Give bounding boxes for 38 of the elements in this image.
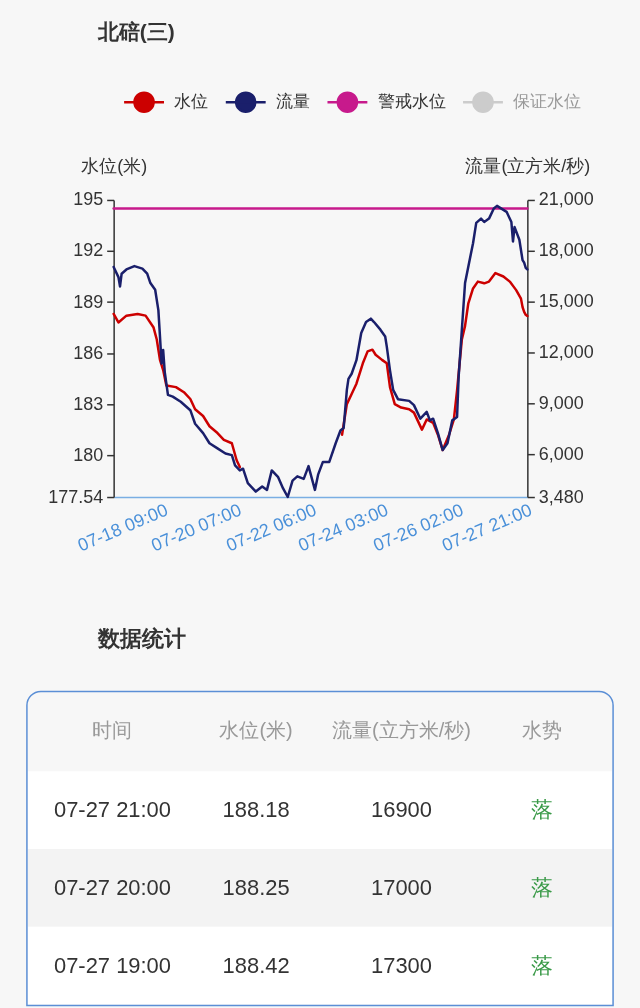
text: 07-27 20:00 xyxy=(53,874,172,900)
category-label: 流量(立方米/秒) xyxy=(332,719,471,742)
y2-tick-label: 6,000 xyxy=(538,443,584,464)
chart-title: 北碚(三) xyxy=(96,20,175,44)
legend-label: 警戒水位 xyxy=(377,92,446,112)
y2-tick-label: 15,000 xyxy=(538,291,594,312)
y2-tick-label: 9,000 xyxy=(538,392,584,413)
category-label: 水位(米) xyxy=(219,719,293,742)
y2-axis-title: 流量(立方米/秒) xyxy=(465,155,591,176)
legend-label: 保证水位 xyxy=(513,92,582,112)
y-tick-label: 186 xyxy=(73,342,104,363)
text: 188.18 xyxy=(222,797,290,823)
text: 落 xyxy=(531,797,554,823)
y2-tick-label: 12,000 xyxy=(538,342,594,363)
category-label: 时间 xyxy=(92,719,133,742)
text: 17300 xyxy=(370,952,432,978)
text: 落 xyxy=(531,874,554,900)
text: 07-27 21:00 xyxy=(53,797,172,823)
legend-label: 水位 xyxy=(174,92,209,112)
text: 07-27 19:00 xyxy=(53,952,172,978)
category-label: 水势 xyxy=(522,719,563,742)
y2-tick-label: 3,480 xyxy=(538,486,584,507)
y-tick-label: 195 xyxy=(73,189,104,210)
text: 188.42 xyxy=(222,952,290,978)
y-tick-label: 192 xyxy=(73,240,104,261)
text: 188.25 xyxy=(222,874,290,900)
text: 17000 xyxy=(370,874,432,900)
y-tick-label: 189 xyxy=(73,291,104,312)
text: 落 xyxy=(531,952,554,978)
text: 16900 xyxy=(370,797,432,823)
y-tick-label: 177.54 xyxy=(48,486,104,507)
y2-tick-label: 18,000 xyxy=(538,240,594,261)
y-axis-title: 水位(米) xyxy=(81,155,148,176)
y-tick-label: 183 xyxy=(73,393,104,414)
text: 数据统计 xyxy=(96,625,186,651)
y-tick-label: 180 xyxy=(73,444,104,465)
y2-tick-label: 21,000 xyxy=(538,189,594,210)
legend-label: 流量 xyxy=(276,92,311,112)
